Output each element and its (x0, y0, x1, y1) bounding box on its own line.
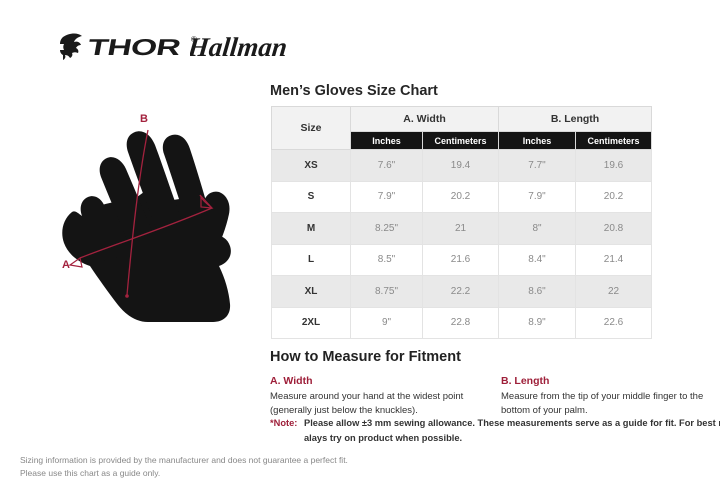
svg-text:THOR: THOR (86, 34, 184, 60)
svg-text:B: B (140, 113, 148, 125)
svg-text:A: A (62, 259, 70, 271)
svg-text:Hallman: Hallman (190, 32, 289, 62)
